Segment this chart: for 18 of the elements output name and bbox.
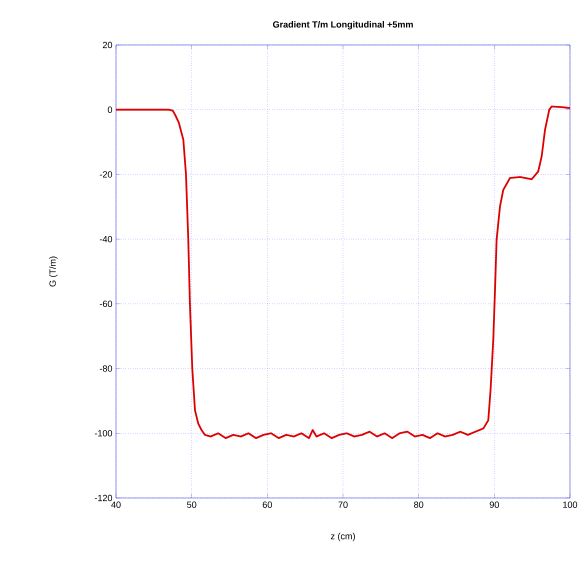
- y-tick-label: -20: [100, 171, 112, 178]
- y-tick-label: -80: [100, 365, 112, 372]
- x-tick-label: 80: [414, 502, 424, 508]
- y-tick-label: -60: [100, 300, 112, 308]
- x-tick-label: 90: [490, 502, 499, 508]
- chart-title: Gradient T/m Longitudinal +5mm: [272, 21, 413, 30]
- x-tick-label: 40: [111, 502, 121, 508]
- x-tick-label: 60: [262, 502, 272, 508]
- y-tick-label: -120: [94, 494, 112, 502]
- y-tick-label: 0: [108, 106, 112, 113]
- y-axis-title: G (T/m): [49, 256, 58, 287]
- y-tick-label: -40: [100, 236, 112, 242]
- x-tick-label: 70: [338, 502, 348, 508]
- x-axis-title: z (cm): [330, 532, 355, 542]
- y-tick-label: -100: [94, 430, 112, 436]
- x-tick-label: 50: [187, 502, 196, 508]
- y-tick-label: 20: [102, 42, 112, 48]
- x-tick-label: 100: [563, 502, 578, 508]
